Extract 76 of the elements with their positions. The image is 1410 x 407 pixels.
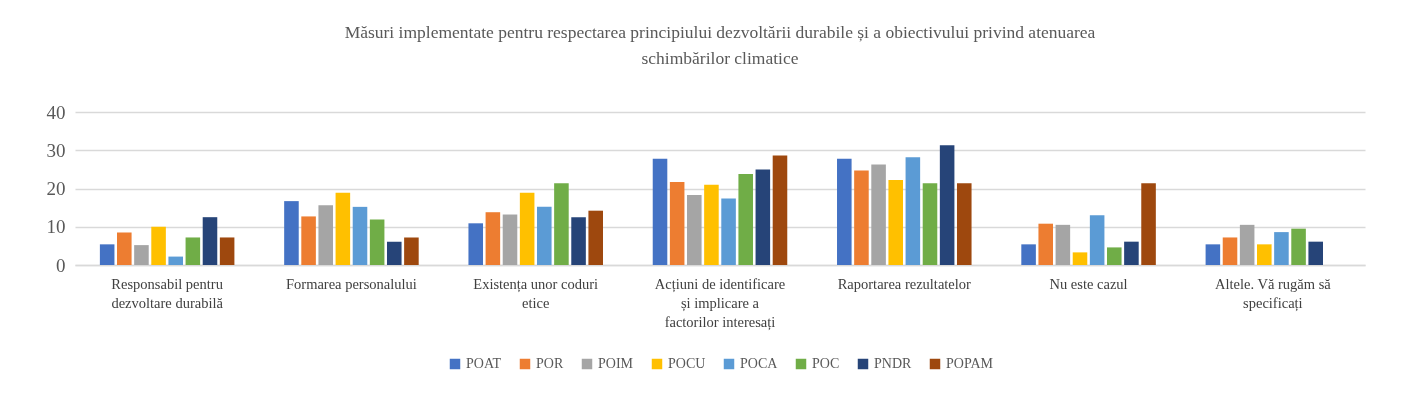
bar xyxy=(772,155,788,265)
legend-label: POCU xyxy=(668,356,706,371)
bar xyxy=(284,201,299,265)
bar xyxy=(956,183,972,265)
bar xyxy=(939,145,955,265)
y-tick-label: 30 xyxy=(46,139,66,161)
bar xyxy=(502,214,518,265)
bar xyxy=(335,192,351,265)
bar xyxy=(687,195,702,265)
x-tick-label: Acțiuni de identificare și implicare a factorilor interesați xyxy=(654,275,786,331)
legend-label: POPAM xyxy=(946,356,994,371)
bar xyxy=(369,219,385,265)
bar xyxy=(1021,244,1036,265)
legend-label: POC xyxy=(812,356,840,371)
bar xyxy=(117,232,132,265)
bar xyxy=(1291,228,1306,265)
bar xyxy=(721,198,736,265)
bar xyxy=(871,164,886,265)
bar xyxy=(485,212,501,265)
bar xyxy=(134,245,149,265)
y-tick-label: 40 xyxy=(46,101,66,123)
bar xyxy=(704,184,719,265)
bar xyxy=(755,169,771,265)
bar xyxy=(99,244,115,265)
legend-label: PNDR xyxy=(874,356,913,371)
bar xyxy=(1089,215,1105,265)
bar xyxy=(1072,252,1088,265)
bar xyxy=(588,210,603,265)
bar xyxy=(301,216,316,265)
y-tick-label: 0 xyxy=(56,254,66,276)
bar xyxy=(905,157,921,265)
bar xyxy=(669,182,685,265)
bar xyxy=(519,192,535,265)
legend-label: POIM xyxy=(598,356,634,371)
x-tick-label: Altele. Vă rugăm să specificați xyxy=(1215,275,1332,312)
bar xyxy=(318,205,334,265)
x-tick-label: Responsabil pentru dezvoltare durabilă xyxy=(111,275,224,311)
bar xyxy=(1308,241,1323,265)
bar xyxy=(404,237,419,265)
y-tick-label: 10 xyxy=(46,216,66,238)
bar xyxy=(571,217,586,265)
x-tick-label: Raportarea rezultatelor xyxy=(837,275,972,292)
bar xyxy=(1222,237,1238,265)
x-tick-label: Formarea personalului xyxy=(285,275,417,292)
bar xyxy=(837,158,852,265)
bar xyxy=(1124,241,1139,265)
bar xyxy=(1055,224,1071,265)
legend-label: POR xyxy=(536,356,564,371)
bar xyxy=(1106,247,1122,265)
bar xyxy=(537,206,552,265)
legend-label: POCA xyxy=(740,356,779,371)
bar xyxy=(168,256,183,265)
bar xyxy=(352,206,368,265)
bar xyxy=(888,180,903,265)
legend-label: POAT xyxy=(466,356,502,371)
y-tick-label: 20 xyxy=(46,178,66,199)
bar xyxy=(1141,183,1156,265)
bar xyxy=(151,226,166,265)
bar xyxy=(1038,223,1054,265)
bar xyxy=(922,183,938,265)
bar xyxy=(1257,244,1272,265)
chart-title: Măsuri implementate pentru respectarea principiului dezvoltării durabile și a obiectivului privind atenuarea schimbărilor climatice xyxy=(344,21,1096,68)
bar xyxy=(219,237,235,265)
x-tick-label: Existența unor coduri etice xyxy=(473,275,599,311)
x-tick-label: Nu este cazul xyxy=(1049,275,1128,292)
bar xyxy=(1205,244,1221,265)
bar xyxy=(202,217,218,265)
bar xyxy=(468,223,484,265)
bar xyxy=(652,158,668,265)
bar xyxy=(554,183,569,265)
bar xyxy=(1239,224,1255,265)
bar xyxy=(738,173,753,265)
bar xyxy=(854,170,869,265)
bar xyxy=(185,237,201,265)
bar xyxy=(386,241,402,265)
bar xyxy=(1274,232,1289,265)
